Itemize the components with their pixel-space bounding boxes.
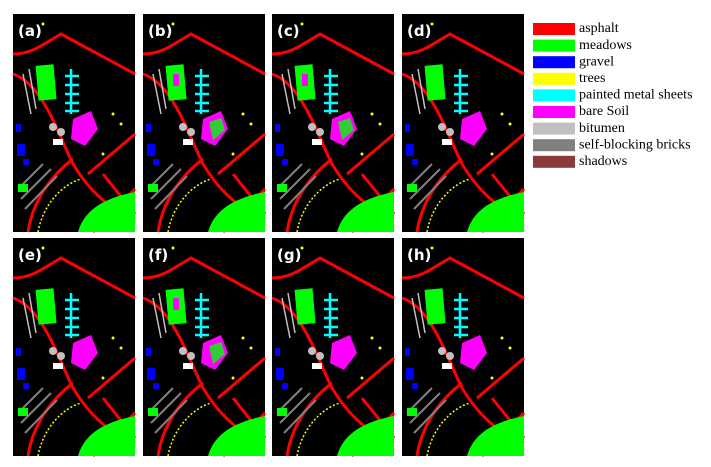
panel-label: (b) (148, 22, 172, 40)
legend-swatch (533, 72, 575, 85)
legend-swatch (533, 39, 575, 52)
map-panel: (b) (141, 12, 267, 234)
map-panel: (e) (11, 236, 137, 458)
legend-swatch (533, 23, 575, 35)
map-panel: (d) (400, 12, 526, 234)
classification-map (11, 236, 137, 458)
misclassified-region (302, 74, 308, 86)
classification-map (141, 12, 267, 234)
panel-label: (h) (407, 246, 431, 264)
legend-label: painted metal sheets (579, 88, 693, 103)
legend-swatch (533, 89, 575, 102)
legend-swatch (533, 56, 575, 69)
legend-label: self-blocking bricks (579, 137, 691, 152)
misclassified-region (173, 74, 179, 86)
legend-label: meadows (579, 38, 632, 53)
classification-map (11, 12, 137, 234)
legend-label: shadows (579, 154, 627, 169)
legend-label: asphalt (579, 21, 619, 36)
legend-label: bare Soil (579, 104, 629, 119)
panel-label: (a) (18, 22, 42, 40)
panel-label: (f) (148, 246, 168, 264)
map-panel: (h) (400, 236, 526, 458)
map-panel: (g) (270, 236, 396, 458)
classification-map (400, 236, 526, 458)
legend-swatch (533, 139, 575, 152)
classification-map (400, 12, 526, 234)
misclassified-region (338, 118, 354, 140)
panel-label: (c) (277, 22, 300, 40)
misclassified-region (209, 118, 225, 140)
map-panel: (a) (11, 12, 137, 234)
classification-map (270, 236, 396, 458)
panel-label: (e) (18, 246, 42, 264)
legend-label: gravel (579, 54, 614, 69)
map-panel: (f) (141, 236, 267, 458)
legend-swatch (533, 106, 575, 118)
map-panel: (c) (270, 12, 396, 234)
legend-swatch (533, 122, 575, 135)
panel-label: (g) (277, 246, 301, 264)
legend-label: trees (579, 71, 605, 86)
classification-map (270, 12, 396, 234)
legend-label: bitumen (579, 121, 625, 136)
legend-swatch (533, 155, 575, 168)
misclassified-region (209, 342, 225, 364)
panel-label: (d) (407, 22, 431, 40)
misclassified-region (173, 298, 179, 310)
classification-map (141, 236, 267, 458)
